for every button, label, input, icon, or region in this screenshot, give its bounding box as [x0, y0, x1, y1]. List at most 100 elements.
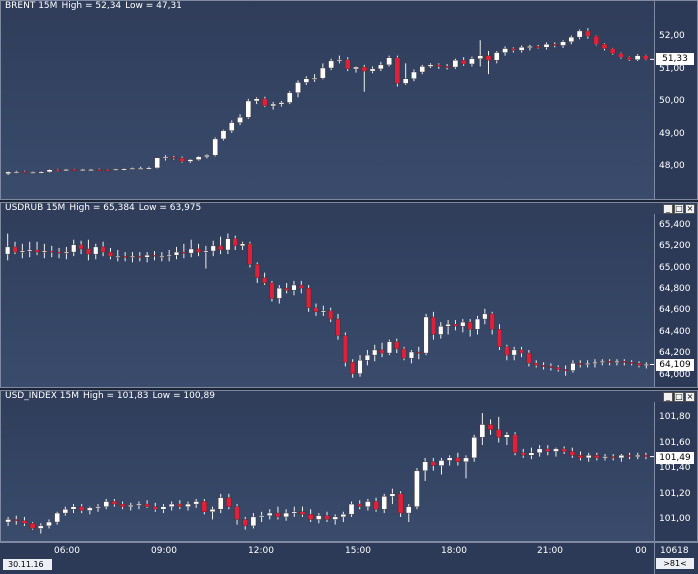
minimize-icon[interactable]: _	[663, 204, 673, 214]
candle-up	[128, 505, 134, 507]
brent-price-axis[interactable]: 52,00 51,00 50,00 49,00 48,00 51,33	[654, 0, 698, 200]
time-tick: 09:00	[151, 546, 177, 556]
candle-up	[381, 496, 387, 510]
candle-up	[188, 248, 194, 254]
close-icon[interactable]: ×	[685, 392, 695, 402]
candle-up	[30, 172, 36, 174]
time-axis[interactable]: 06:00 09:00 12:00 15:00 18:00 21:00 00 3…	[0, 542, 654, 574]
usdrub-low: Low = 63,975	[138, 203, 202, 213]
candle-up	[408, 351, 414, 359]
maximize-icon[interactable]: □	[674, 392, 684, 402]
candle-down	[350, 362, 356, 374]
candle-down	[242, 519, 248, 527]
candle-up	[27, 249, 33, 252]
candle-up	[332, 516, 338, 520]
minimize-icon[interactable]: _	[663, 392, 673, 402]
time-tick: 15:00	[345, 546, 371, 556]
candle-up	[270, 103, 276, 107]
candle-down	[610, 456, 616, 459]
scroll-nav-button[interactable]: >81<	[656, 558, 694, 569]
usdrub-header: USDRUB 15M High = 65,384 Low = 63,975	[5, 203, 205, 213]
candle-up	[353, 66, 359, 70]
candle-up	[365, 501, 371, 507]
candle-down	[643, 55, 649, 60]
candle-down	[29, 523, 36, 529]
usdrub-price-axis[interactable]: 65,400 65,200 65,000 64,800 64,600 64,40…	[654, 214, 698, 388]
candle-up	[427, 64, 434, 67]
candle-up	[38, 171, 45, 174]
candle-up	[320, 310, 326, 313]
brent-symbol: BRENT 15M	[5, 1, 58, 11]
candle-down	[254, 264, 260, 279]
candle-up	[276, 287, 282, 299]
brent-ytick: 48,00	[659, 161, 685, 171]
usd-index-price-axis[interactable]: 101,80 101,60 101,40 101,20 101,00 101,4…	[654, 402, 698, 542]
candle-up	[446, 457, 453, 461]
candle-up	[103, 501, 109, 507]
usd-index-pane[interactable]: USD_INDEX 15M High = 101,83 Low = 100,89 _…	[0, 390, 698, 542]
candle-up	[278, 102, 285, 105]
usdrub-ytick: 64,200	[659, 348, 691, 358]
candle-up	[185, 503, 191, 507]
candle-down	[196, 248, 202, 253]
candle-up	[482, 313, 488, 320]
candle-up	[193, 501, 199, 505]
usd-index-header: USD_INDEX 15M High = 101,83 Low = 100,89	[5, 391, 219, 401]
candle-down	[487, 424, 494, 430]
candle-down	[594, 455, 600, 459]
candle-down	[232, 238, 238, 247]
candle-up	[240, 243, 246, 247]
candle-up	[553, 448, 559, 452]
candle-down	[436, 64, 442, 67]
candle-up	[406, 506, 412, 514]
candle-up	[357, 360, 363, 374]
candle-up	[19, 250, 25, 253]
candle-up	[568, 36, 575, 42]
candle-up	[121, 168, 127, 171]
candle-up	[414, 470, 420, 507]
candle-up	[212, 138, 218, 156]
candle-down	[226, 497, 232, 507]
candle-up	[378, 64, 384, 70]
brent-pane[interactable]: BRENT 15M High = 52,34 Low = 47,31 52,00 5…	[0, 0, 698, 200]
usdrub-high: High = 65,384	[69, 203, 135, 213]
usdrub-last-price: 64,109	[656, 359, 694, 371]
candle-up	[340, 514, 347, 518]
candle-down	[21, 520, 28, 524]
maximize-icon[interactable]: □	[674, 204, 684, 214]
candle-down	[111, 501, 118, 505]
candle-down	[313, 307, 319, 313]
candle-down	[107, 251, 113, 257]
candle-down	[618, 53, 624, 58]
close-icon[interactable]: ×	[685, 204, 695, 214]
brent-last-price: 51,33	[656, 53, 694, 65]
candle-down	[269, 282, 275, 299]
candle-up	[614, 361, 620, 363]
candle-down	[519, 349, 525, 354]
candle-up	[386, 341, 392, 354]
brent-ytick: 49,00	[659, 129, 685, 139]
candle-up	[328, 60, 334, 69]
candle-up	[93, 246, 99, 255]
candle-down	[71, 169, 78, 171]
candle-down	[489, 313, 495, 330]
candle-down	[585, 30, 591, 37]
usd-index-ytick: 101,20	[659, 489, 691, 499]
candle-down	[548, 366, 554, 368]
candle-down	[551, 44, 558, 46]
usdrub-ytick: 65,400	[659, 220, 691, 230]
candle-down	[152, 254, 157, 257]
candle-down	[137, 255, 143, 258]
candle-up	[618, 455, 625, 459]
date-label: 30.11.16	[3, 559, 52, 570]
candle-down	[373, 501, 379, 510]
candle-up	[348, 503, 355, 515]
usdrub-ytick: 65,200	[659, 241, 691, 251]
candles-2	[5, 412, 654, 534]
candle-down	[467, 321, 473, 330]
candle-up	[295, 82, 301, 93]
candle-up	[267, 512, 273, 516]
candle-down	[234, 506, 240, 520]
candle-down	[452, 323, 458, 327]
usdrub-pane[interactable]: USDRUB 15M High = 65,384 Low = 63,975 _ □ …	[0, 202, 698, 388]
